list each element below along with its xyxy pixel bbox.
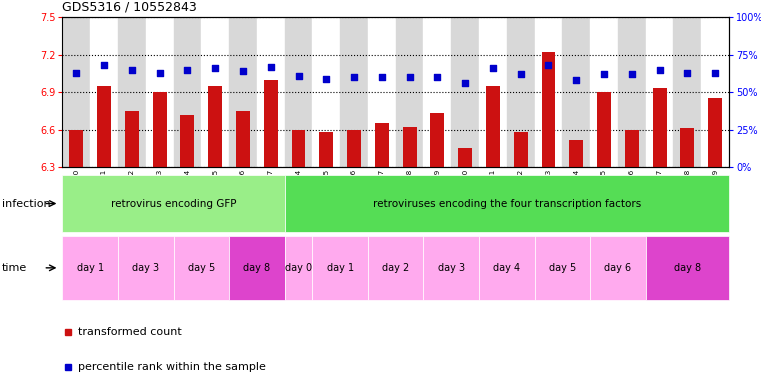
Bar: [62, 17, 91, 167]
Bar: [69, 130, 83, 167]
Bar: [702, 17, 729, 167]
Text: day 3: day 3: [132, 263, 159, 273]
Bar: [368, 17, 396, 167]
Point: [459, 80, 471, 86]
Bar: [312, 17, 340, 167]
Text: day 5: day 5: [549, 263, 576, 273]
Bar: [625, 130, 638, 167]
Bar: [645, 17, 673, 167]
Text: day 1: day 1: [77, 263, 103, 273]
Bar: [375, 123, 389, 167]
Text: retrovirus encoding GFP: retrovirus encoding GFP: [111, 199, 236, 209]
Bar: [256, 17, 285, 167]
Point: [626, 71, 638, 77]
Bar: [534, 17, 562, 167]
Bar: [320, 132, 333, 167]
Text: day 3: day 3: [438, 263, 465, 273]
Bar: [507, 17, 534, 167]
Text: day 6: day 6: [604, 263, 632, 273]
Bar: [680, 128, 694, 167]
Point: [237, 68, 249, 74]
Bar: [153, 92, 167, 167]
Point: [654, 66, 666, 73]
Point: [98, 62, 110, 68]
Bar: [201, 17, 229, 167]
Bar: [569, 140, 583, 167]
Point: [709, 70, 721, 76]
Point: [265, 64, 277, 70]
Bar: [591, 17, 618, 167]
Bar: [340, 17, 368, 167]
Point: [154, 70, 166, 76]
Bar: [486, 86, 500, 167]
Text: day 8: day 8: [244, 263, 270, 273]
Point: [292, 73, 304, 79]
Point: [126, 66, 138, 73]
Bar: [562, 17, 591, 167]
Bar: [91, 17, 118, 167]
Bar: [285, 17, 312, 167]
Bar: [118, 17, 145, 167]
Text: transformed count: transformed count: [78, 327, 182, 337]
Point: [514, 71, 527, 77]
Text: day 8: day 8: [673, 263, 701, 273]
Text: GDS5316 / 10552843: GDS5316 / 10552843: [62, 0, 197, 13]
Bar: [236, 111, 250, 167]
Bar: [514, 132, 527, 167]
Bar: [653, 88, 667, 167]
Point: [570, 77, 582, 83]
Point: [320, 76, 333, 82]
Point: [431, 74, 444, 80]
Text: day 4: day 4: [493, 263, 521, 273]
Point: [181, 66, 193, 73]
Point: [209, 65, 221, 71]
Text: day 2: day 2: [382, 263, 409, 273]
Bar: [97, 86, 111, 167]
Point: [487, 65, 499, 71]
Bar: [542, 52, 556, 167]
Bar: [229, 17, 256, 167]
Bar: [458, 148, 472, 167]
Bar: [174, 17, 201, 167]
Text: time: time: [2, 263, 27, 273]
Bar: [479, 17, 507, 167]
Point: [598, 71, 610, 77]
Point: [543, 62, 555, 68]
Bar: [347, 130, 361, 167]
Point: [376, 74, 388, 80]
Bar: [180, 115, 194, 167]
Text: day 5: day 5: [188, 263, 215, 273]
Bar: [597, 92, 611, 167]
Bar: [396, 17, 423, 167]
Text: retroviruses encoding the four transcription factors: retroviruses encoding the four transcrip…: [373, 199, 641, 209]
Bar: [451, 17, 479, 167]
Bar: [673, 17, 702, 167]
Bar: [431, 113, 444, 167]
Bar: [145, 17, 174, 167]
Bar: [618, 17, 645, 167]
Bar: [403, 127, 416, 167]
Bar: [125, 111, 139, 167]
Point: [70, 70, 82, 76]
Text: day 0: day 0: [285, 263, 312, 273]
Bar: [708, 98, 722, 167]
Point: [348, 74, 360, 80]
Text: day 1: day 1: [326, 263, 354, 273]
Bar: [264, 79, 278, 167]
Bar: [291, 130, 305, 167]
Bar: [209, 86, 222, 167]
Point: [403, 74, 416, 80]
Text: percentile rank within the sample: percentile rank within the sample: [78, 362, 266, 372]
Point: [681, 70, 693, 76]
Text: infection: infection: [2, 199, 50, 209]
Bar: [423, 17, 451, 167]
